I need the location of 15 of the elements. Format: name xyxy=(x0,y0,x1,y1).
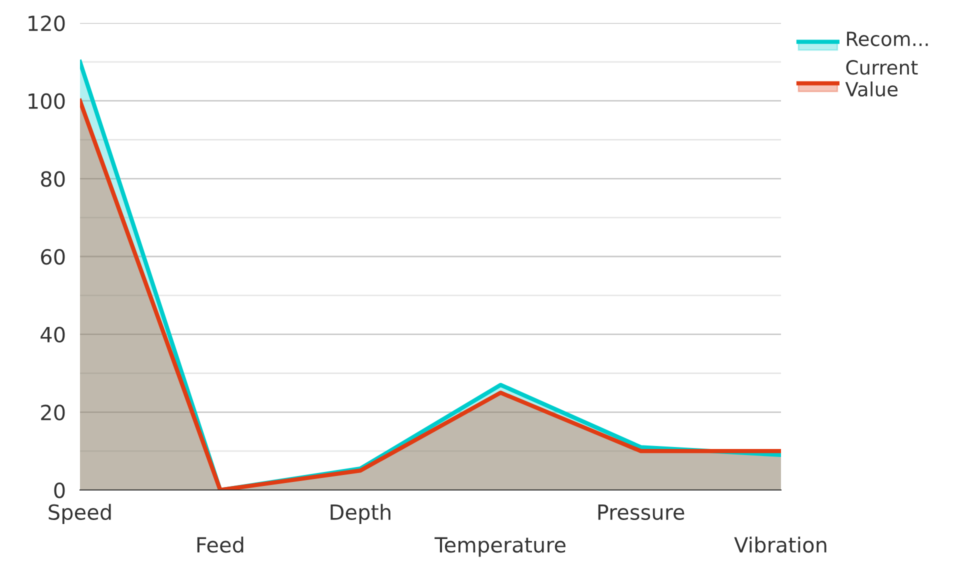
y-tick-label: 80 xyxy=(41,171,65,187)
x-tick-label: Speed xyxy=(48,504,111,524)
y-tick-label: 60 xyxy=(41,248,65,265)
y-tick-label: 100 xyxy=(28,93,65,110)
x-tick-label: Pressure xyxy=(598,504,684,520)
x-tick-label: Feed xyxy=(197,536,244,553)
legend-label: Recom... xyxy=(847,32,928,46)
y-tick-label: 0 xyxy=(54,482,65,498)
legend-label: Current Value xyxy=(845,60,918,97)
x-tick-label: Vibration xyxy=(734,536,826,553)
y-tick-label: 40 xyxy=(40,326,65,343)
y-tick-label: 20 xyxy=(41,404,65,420)
x-tick-label: Depth xyxy=(330,504,390,524)
x-tick-label: Temperature xyxy=(434,537,566,557)
y-tick-label: 120 xyxy=(28,15,65,32)
